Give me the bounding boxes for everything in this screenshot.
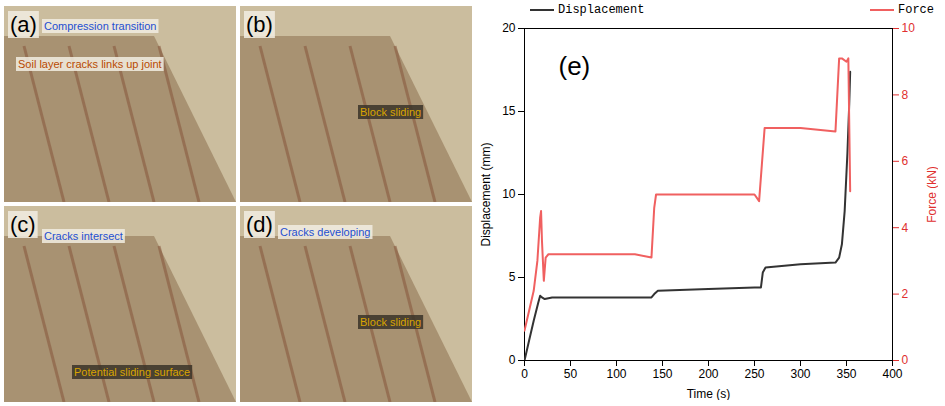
html-text:Force: Force — [898, 3, 934, 17]
svg-text:Cracks developing: Cracks developing — [280, 226, 371, 238]
svg-text:Force (kN): Force (kN) — [925, 166, 939, 223]
svg-text:Block sliding: Block sliding — [360, 106, 421, 118]
svg-text:(b): (b) — [246, 12, 273, 37]
svg-text:Compression transition: Compression transition — [44, 20, 157, 32]
svg-text:100: 100 — [606, 367, 626, 381]
svg-text:Soil layer cracks links up joi: Soil layer cracks links up joint — [18, 58, 162, 70]
svg-text:10: 10 — [902, 21, 916, 35]
svg-text:0: 0 — [902, 353, 909, 367]
svg-text:(c): (c) — [10, 212, 36, 237]
svg-text:2: 2 — [902, 287, 909, 301]
svg-text:Time (s): Time (s) — [687, 387, 731, 401]
svg-text:15: 15 — [502, 104, 516, 118]
svg-text:50: 50 — [564, 367, 578, 381]
svg-text:400: 400 — [882, 367, 902, 381]
svg-text:(e): (e) — [559, 51, 591, 81]
svg-text:250: 250 — [744, 367, 764, 381]
svg-text:0: 0 — [521, 367, 528, 381]
svg-text:Potential sliding surface: Potential sliding surface — [74, 366, 190, 378]
svg-text:20: 20 — [502, 21, 516, 35]
svg-text:4: 4 — [902, 221, 909, 235]
svg-text:350: 350 — [836, 367, 856, 381]
svg-text:Displacement (mm): Displacement (mm) — [479, 142, 493, 246]
svg-text:(d): (d) — [246, 212, 273, 237]
svg-text:8: 8 — [902, 88, 909, 102]
svg-text:10: 10 — [502, 187, 516, 201]
svg-text:Cracks intersect: Cracks intersect — [44, 230, 123, 242]
html-text:Displacement: Displacement — [558, 3, 645, 17]
svg-text:Block sliding: Block sliding — [360, 316, 421, 328]
svg-text:5: 5 — [509, 270, 516, 284]
svg-text:(a): (a) — [10, 12, 37, 37]
svg-text:0: 0 — [509, 353, 516, 367]
svg-text:6: 6 — [902, 154, 909, 168]
svg-text:300: 300 — [790, 367, 810, 381]
svg-text:150: 150 — [652, 367, 672, 381]
svg-text:200: 200 — [698, 367, 718, 381]
